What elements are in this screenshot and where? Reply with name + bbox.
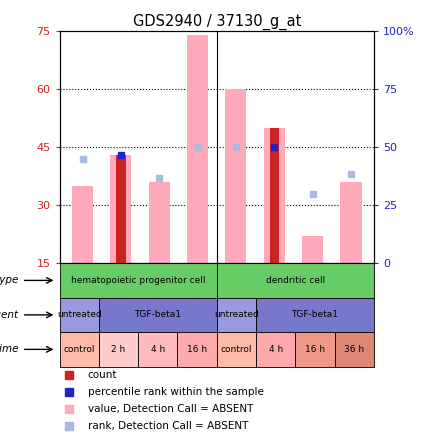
Bar bbox=[178, 332, 217, 367]
Bar bbox=[99, 332, 138, 367]
Bar bbox=[110, 155, 131, 263]
Bar bbox=[187, 35, 208, 263]
Text: time: time bbox=[0, 345, 19, 354]
Bar bbox=[264, 128, 285, 263]
Text: percentile rank within the sample: percentile rank within the sample bbox=[88, 387, 264, 397]
Bar bbox=[225, 89, 246, 263]
Bar bbox=[60, 332, 99, 367]
Text: control: control bbox=[221, 345, 252, 354]
Bar bbox=[295, 332, 335, 367]
Bar bbox=[256, 297, 374, 332]
Text: 2 h: 2 h bbox=[111, 345, 126, 354]
Text: TGF-beta1: TGF-beta1 bbox=[134, 310, 181, 319]
Bar bbox=[217, 263, 374, 297]
Bar bbox=[60, 297, 99, 332]
Bar bbox=[72, 186, 93, 263]
Text: agent: agent bbox=[0, 310, 19, 320]
Bar bbox=[256, 332, 295, 367]
Text: untreated: untreated bbox=[57, 310, 102, 319]
Bar bbox=[149, 182, 170, 263]
Bar bbox=[116, 155, 126, 263]
Text: 4 h: 4 h bbox=[150, 345, 165, 354]
Bar bbox=[99, 297, 217, 332]
Bar bbox=[217, 297, 256, 332]
Text: dendritic cell: dendritic cell bbox=[266, 276, 325, 285]
Text: control: control bbox=[63, 345, 95, 354]
Text: cell type: cell type bbox=[0, 275, 19, 285]
Bar bbox=[217, 332, 256, 367]
Text: count: count bbox=[88, 370, 117, 381]
Text: 16 h: 16 h bbox=[305, 345, 325, 354]
Text: untreated: untreated bbox=[214, 310, 259, 319]
Text: TGF-beta1: TGF-beta1 bbox=[292, 310, 339, 319]
Text: hematopoietic progenitor cell: hematopoietic progenitor cell bbox=[71, 276, 205, 285]
Text: rank, Detection Call = ABSENT: rank, Detection Call = ABSENT bbox=[88, 421, 248, 431]
Bar bbox=[138, 332, 178, 367]
Text: 4 h: 4 h bbox=[269, 345, 283, 354]
Bar bbox=[60, 263, 217, 297]
Text: 16 h: 16 h bbox=[187, 345, 207, 354]
Text: value, Detection Call = ABSENT: value, Detection Call = ABSENT bbox=[88, 404, 253, 414]
Bar bbox=[302, 236, 323, 263]
Bar bbox=[269, 128, 279, 263]
Bar bbox=[335, 332, 374, 367]
Text: 36 h: 36 h bbox=[344, 345, 364, 354]
Bar bbox=[340, 182, 362, 263]
Title: GDS2940 / 37130_g_at: GDS2940 / 37130_g_at bbox=[133, 13, 301, 30]
